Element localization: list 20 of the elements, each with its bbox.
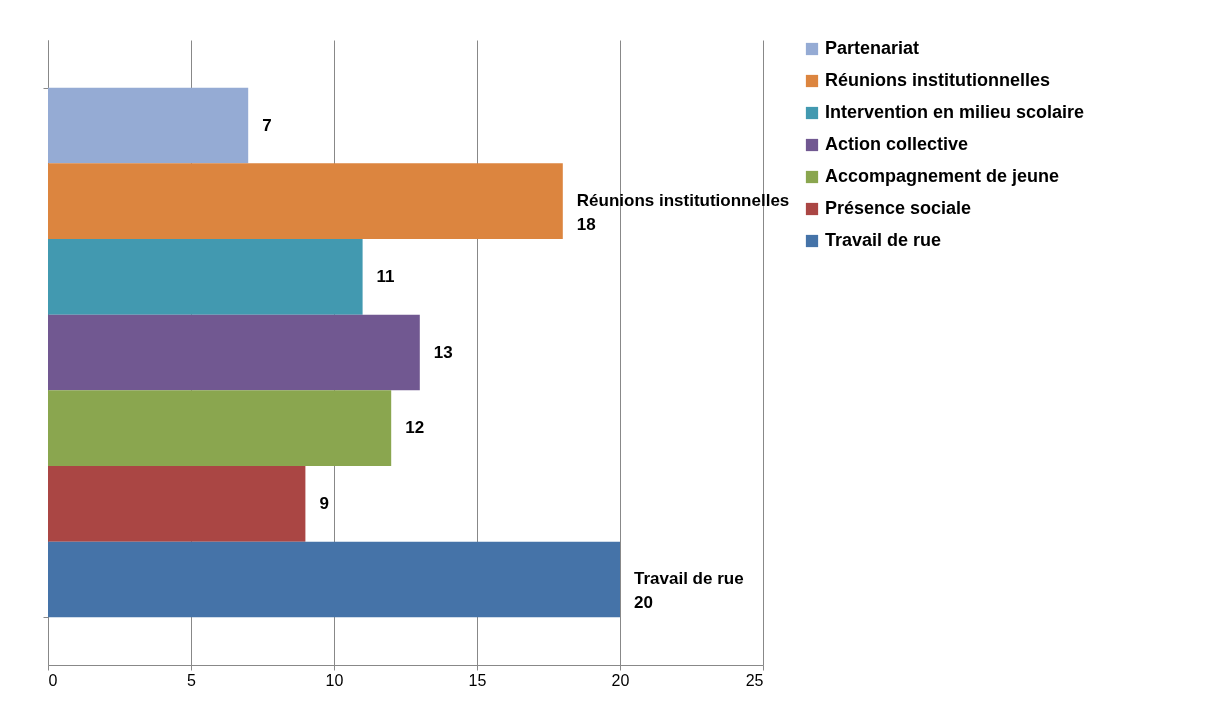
data-label: Travail de rue 20: [634, 569, 744, 613]
data-label: 11: [376, 266, 395, 286]
data-label: Réunions institutionnelles 18: [576, 191, 790, 235]
data-label: 7: [262, 115, 272, 135]
legend-label: Partenariat: [825, 38, 920, 58]
data-label: 13: [433, 342, 453, 362]
legend-label: Action collective: [825, 134, 969, 154]
x-tick-label: 5: [187, 671, 197, 689]
x-tick-label: 0: [48, 671, 58, 689]
data-label: 9: [319, 493, 329, 513]
x-tick-label: 25: [745, 671, 764, 689]
legend-label: Réunions institutionnelles: [825, 70, 1051, 90]
legend-label: Accompagnement de jeune: [825, 166, 1060, 186]
legend-label: Intervention en milieu scolaire: [825, 102, 1085, 122]
x-tick-label: 15: [468, 671, 487, 689]
data-label: 12: [405, 418, 425, 438]
legend-label: Présence sociale: [825, 198, 972, 218]
x-tick-label: 10: [325, 671, 344, 689]
x-tick-label: 20: [611, 671, 630, 689]
legend-label: Travail de rue: [825, 230, 942, 250]
